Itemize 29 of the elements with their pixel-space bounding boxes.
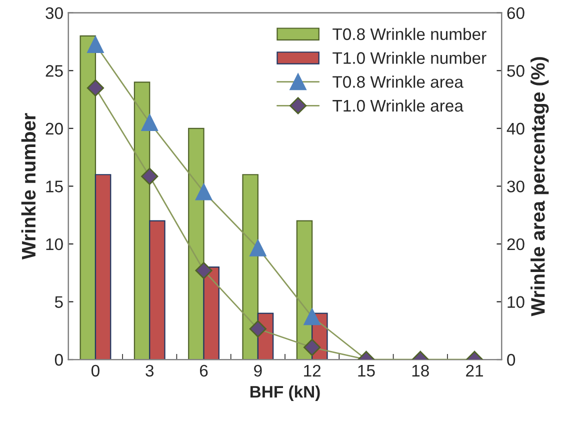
- x-tick-label: 3: [146, 364, 154, 377]
- y-tick-label: 20: [46, 122, 63, 135]
- x-tick-label: 6: [200, 364, 208, 377]
- x-tick-label: 15: [358, 364, 375, 377]
- legend-label: T0.8 Wrinkle number: [332, 28, 486, 40]
- y-tick-label: 0: [54, 354, 63, 366]
- y2-tick-label: 10: [508, 296, 524, 308]
- y-axis-title: Wrinkle number: [21, 113, 36, 260]
- y-tick-label: 25: [46, 65, 63, 77]
- y2-tick-label: 40: [506, 122, 524, 135]
- legend-label: T1.0 Wrinkle number: [332, 52, 486, 64]
- y2-tick-label: 50: [507, 65, 524, 77]
- y2-tick-label: 60: [507, 7, 524, 20]
- x-tick-label: 9: [254, 364, 262, 377]
- legend-label: T1.0 Wrinkle area: [332, 99, 464, 112]
- y2-tick-label: 30: [507, 180, 524, 192]
- y-tick-label: 15: [46, 180, 63, 192]
- x-tick-label: 18: [412, 364, 429, 377]
- y-tick-label: 5: [54, 296, 63, 308]
- y-tick-label: 30: [46, 7, 63, 20]
- x-tick-label: 21: [466, 364, 483, 376]
- x-tick-label: 12: [304, 364, 321, 376]
- x-tick-label: 0: [91, 364, 100, 377]
- x-axis-title: BHF (kN): [250, 385, 320, 402]
- y2-axis-title: Wrinkle area percentage (%): [530, 57, 549, 316]
- legend-label: T0.8 Wrinkle area: [332, 76, 464, 88]
- y2-tick-label: 20: [507, 238, 524, 250]
- y2-tick-label: 0: [507, 354, 516, 366]
- y-tick-label: 10: [46, 238, 63, 250]
